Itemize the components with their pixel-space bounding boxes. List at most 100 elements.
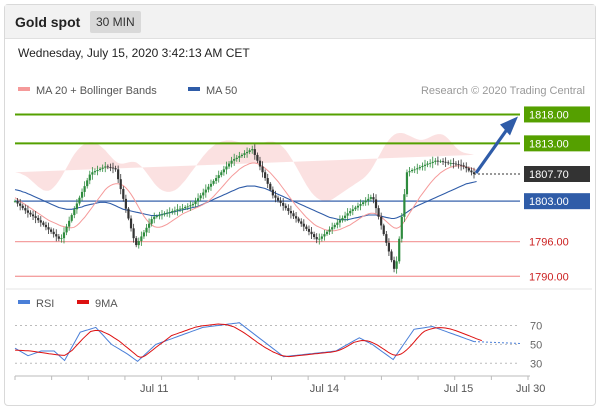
legend-swatch-1 — [188, 87, 200, 91]
rsi-projection — [473, 341, 521, 344]
candle-body — [145, 227, 148, 233]
candle-body — [217, 175, 220, 179]
candle-body — [132, 228, 135, 239]
candle-body — [111, 167, 115, 169]
candle-body — [269, 183, 272, 190]
candle-body — [209, 183, 213, 187]
candle-body — [186, 206, 189, 208]
candle-body — [122, 189, 125, 199]
candle-body — [19, 203, 22, 206]
candle-body — [439, 161, 442, 163]
candle-body — [191, 204, 195, 206]
candle-body — [276, 197, 280, 201]
candle-body — [137, 241, 140, 246]
candle-body — [245, 152, 249, 154]
candle-body — [251, 149, 254, 151]
candle-body — [356, 205, 360, 208]
rsi-legend-swatch-0 — [18, 300, 30, 304]
candle-body — [222, 169, 225, 173]
candle-body — [173, 210, 176, 212]
rsi-line — [14, 322, 475, 363]
candle-body — [325, 231, 329, 235]
candle-body — [256, 154, 259, 161]
price-legend: MA 20 + Bollinger Bands MA 50 — [18, 85, 237, 97]
x-tick-label-3: Jul 30 — [516, 383, 545, 395]
forecast-arrow-shaft — [474, 128, 509, 174]
x-tick-label-0: Jul 11 — [140, 383, 169, 395]
candle-body — [39, 220, 42, 223]
candle-body — [204, 189, 207, 193]
candle-body — [338, 220, 342, 223]
rsi-tick-label-0: 70 — [530, 321, 542, 333]
candle-body — [426, 163, 429, 165]
candle-body — [150, 219, 153, 224]
candle-body — [140, 236, 143, 242]
timeframe-badge[interactable]: 30 MIN — [90, 11, 141, 33]
candle-body — [405, 172, 409, 195]
candle-body — [423, 164, 427, 166]
candle-body — [171, 211, 174, 213]
candle-body — [104, 166, 107, 168]
candle-body — [431, 161, 434, 164]
candle-body — [168, 212, 171, 213]
candle-body — [86, 180, 89, 187]
candle-body — [212, 180, 215, 184]
candle-body — [434, 160, 437, 162]
candles — [13, 144, 476, 274]
candle-body — [444, 161, 447, 163]
candle-body — [398, 238, 401, 262]
candle-body — [158, 215, 161, 217]
candle-body — [261, 166, 264, 173]
candle-body — [26, 210, 29, 213]
candle-body — [65, 226, 68, 233]
support-label-4: 1796.00 — [529, 237, 569, 249]
candle-body — [240, 154, 244, 157]
candle-body — [436, 160, 439, 162]
candle-body — [343, 215, 347, 218]
candle-body — [52, 231, 55, 235]
candle-body — [47, 227, 50, 230]
credit-text: Research © 2020 Trading Central — [421, 85, 585, 97]
candle-body — [109, 167, 112, 168]
candle-body — [93, 171, 97, 173]
candle-body — [380, 216, 383, 226]
legend-swatch-0 — [18, 87, 30, 91]
candle-body — [460, 164, 463, 166]
candle-body — [305, 226, 308, 229]
candle-body — [235, 157, 238, 159]
candle-body — [320, 236, 323, 239]
candle-body — [331, 227, 334, 230]
candle-body — [421, 165, 424, 168]
candle-body — [313, 234, 316, 238]
candle-body — [297, 218, 300, 222]
candle-body — [16, 201, 19, 204]
ma20-line — [14, 162, 477, 232]
candle-body — [310, 231, 313, 235]
candle-body — [196, 198, 200, 202]
candle-body — [135, 238, 138, 246]
candle-body — [68, 220, 71, 227]
candle-body — [274, 195, 277, 198]
candle-body — [377, 208, 380, 217]
candle-body — [447, 162, 450, 164]
ma50-line — [14, 180, 477, 221]
candle-body — [91, 172, 94, 175]
last-price-label: 1807.70 — [529, 169, 569, 181]
candle-body — [441, 161, 445, 163]
candle-body — [413, 169, 416, 171]
candle-body — [142, 232, 146, 237]
candle-body — [88, 174, 91, 181]
candle-body — [264, 172, 267, 179]
rsi-tick-label-1: 50 — [530, 339, 542, 351]
rsi-legend-label-0: RSI — [36, 298, 54, 310]
candle-body — [106, 166, 109, 168]
candle-body — [279, 200, 282, 203]
candle-body — [21, 205, 24, 209]
rsi-legend-swatch-1 — [77, 300, 89, 304]
candle-body — [454, 163, 458, 165]
x-tick-label-1: Jul 14 — [310, 383, 339, 395]
candle-body — [354, 207, 357, 210]
candle-body — [233, 158, 236, 161]
candle-body — [37, 217, 40, 221]
legend-label-1: MA 50 — [206, 85, 237, 97]
